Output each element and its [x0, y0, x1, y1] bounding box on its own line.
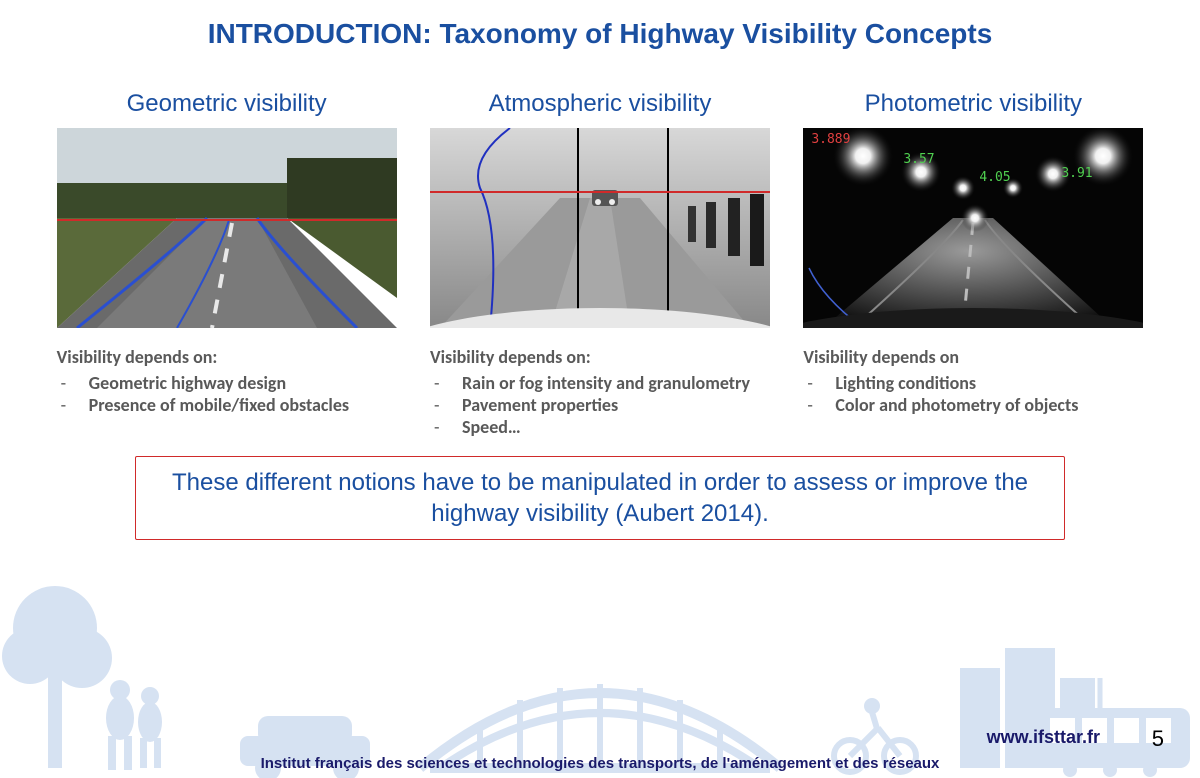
- caption-item: Speed…: [462, 416, 521, 438]
- col-photometric-caption: Visibility depends on -Lighting conditio…: [803, 346, 1143, 416]
- col-atmospheric-title: Atmospheric visibility: [489, 90, 712, 118]
- photometric-value-a: 3.57: [903, 152, 934, 167]
- caption-item: Presence of mobile/fixed obstacles: [89, 394, 349, 416]
- col-atmospheric: Atmospheric visibility: [420, 90, 780, 438]
- photometric-value-tl: 3.889: [811, 132, 850, 147]
- footer-institute: Institut français des sciences et techno…: [0, 755, 1200, 772]
- caption-lead: Visibility depends on:: [57, 346, 397, 368]
- photometric-value-b: 4.05: [979, 170, 1010, 185]
- callout-box: These different notions have to be manip…: [135, 456, 1065, 540]
- caption-item: Lighting conditions: [835, 372, 976, 394]
- col-atmospheric-caption: Visibility depends on: -Rain or fog inte…: [430, 346, 770, 438]
- caption-item: Rain or fog intensity and granulometry: [462, 372, 750, 394]
- website-link[interactable]: www.ifsttar.fr: [987, 727, 1100, 748]
- atmospheric-thumbnail: [430, 128, 770, 328]
- caption-lead: Visibility depends on: [803, 346, 1143, 368]
- geometric-thumbnail: [57, 128, 397, 328]
- col-photometric: Photometric visibility: [793, 90, 1153, 438]
- caption-item: Color and photometry of objects: [835, 394, 1078, 416]
- caption-lead: Visibility depends on:: [430, 346, 770, 368]
- col-geometric-title: Geometric visibility: [127, 90, 327, 118]
- caption-item: Geometric highway design: [89, 372, 286, 394]
- col-geometric: Geometric visibility: [47, 90, 407, 438]
- columns-row: Geometric visibility: [0, 90, 1200, 438]
- caption-item: Pavement properties: [462, 394, 618, 416]
- photometric-value-c: 3.91: [1061, 166, 1092, 181]
- photometric-thumbnail: 3.889 3.57 4.05 3.91: [803, 128, 1143, 328]
- col-photometric-title: Photometric visibility: [865, 90, 1082, 118]
- col-geometric-caption: Visibility depends on: -Geometric highwa…: [57, 346, 397, 416]
- page-number: 5: [1152, 726, 1164, 752]
- footer-silhouette: [0, 578, 1200, 778]
- slide-title: INTRODUCTION: Taxonomy of Highway Visibi…: [0, 0, 1200, 50]
